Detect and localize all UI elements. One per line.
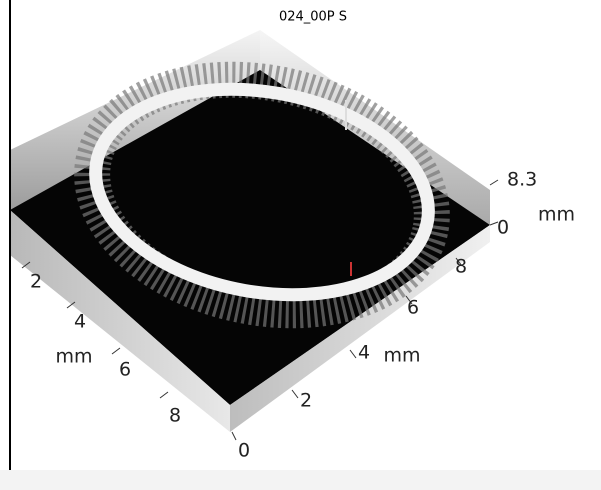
tick-mark xyxy=(489,221,499,226)
y-axis-label: mm xyxy=(383,345,420,367)
surface xyxy=(10,70,490,405)
x-tick-label: 2 xyxy=(30,271,42,293)
y-tick-label: 0 xyxy=(238,440,250,462)
tick-mark xyxy=(489,179,499,186)
tick-mark xyxy=(349,349,357,359)
y-tick-label: 6 xyxy=(407,297,419,319)
y-tick-label: 2 xyxy=(300,390,312,412)
x-tick-label: 4 xyxy=(74,311,86,333)
ring xyxy=(89,82,435,302)
z-tick-label: 0 xyxy=(497,217,509,239)
status-strip xyxy=(0,470,601,490)
surface-plot xyxy=(10,30,499,441)
x-tick-label: 8 xyxy=(169,405,181,427)
tick-mark xyxy=(455,257,463,267)
tick-mark xyxy=(111,347,121,355)
tick-mark xyxy=(159,391,169,399)
z-tick-label: 8.3 xyxy=(507,169,537,191)
x-axis-label: mm xyxy=(55,346,92,368)
front-wall-right xyxy=(230,225,490,432)
z-axis-label: mm xyxy=(538,204,575,226)
tick-marks xyxy=(21,179,499,441)
title: 024_00P S xyxy=(279,10,347,25)
y-tick-label: 4 xyxy=(358,342,370,364)
y-tick-label: 8 xyxy=(455,256,467,278)
tick-mark xyxy=(21,261,31,269)
tick-mark xyxy=(66,301,76,309)
front-wall-left xyxy=(10,210,230,432)
tick-mark xyxy=(291,389,299,399)
tick-mark xyxy=(405,295,413,305)
x-tick-label: 6 xyxy=(119,359,131,381)
tick-mark xyxy=(231,431,237,441)
